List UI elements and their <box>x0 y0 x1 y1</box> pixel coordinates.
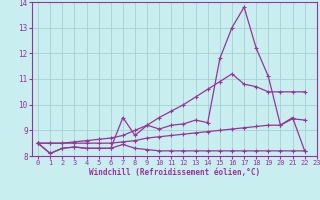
X-axis label: Windchill (Refroidissement éolien,°C): Windchill (Refroidissement éolien,°C) <box>89 168 260 177</box>
